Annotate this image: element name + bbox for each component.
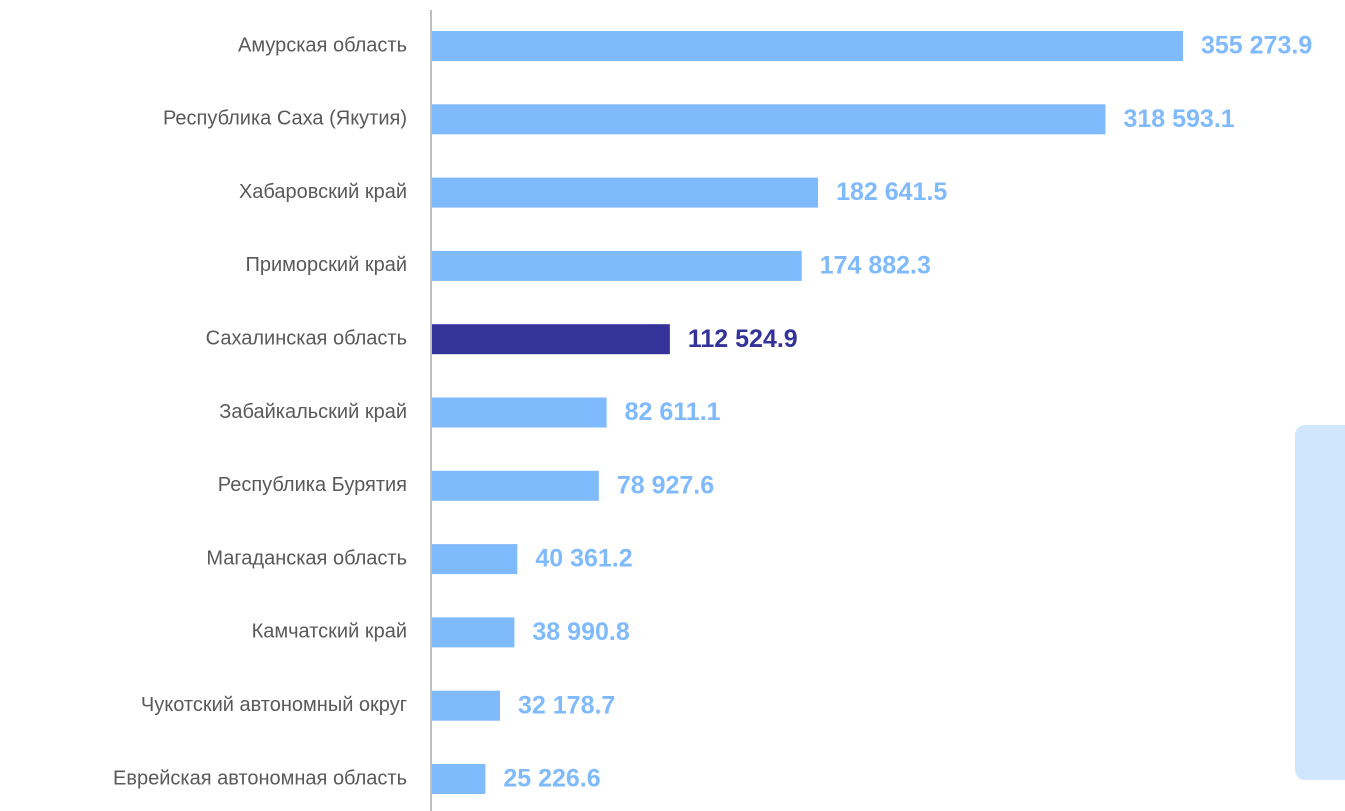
value-label: 38 990.8: [532, 618, 629, 646]
side-panel: [1295, 425, 1345, 780]
value-label: 318 593.1: [1123, 105, 1234, 133]
bar: [432, 617, 515, 648]
bar: [432, 397, 607, 428]
category-label: Сахалинская область: [206, 327, 407, 349]
value-label: 112 524.9: [688, 325, 798, 353]
category-label: Республика Саха (Якутия): [163, 108, 407, 130]
category-label: Амурская область: [238, 34, 407, 56]
category-label: Еврейская автономная область: [113, 767, 407, 789]
bar: [432, 544, 518, 575]
value-label: 182 641.5: [836, 178, 947, 206]
value-label: 32 178.7: [518, 691, 615, 719]
bar: [432, 690, 501, 721]
bar: [432, 470, 599, 501]
category-label: Хабаровский край: [239, 181, 407, 203]
category-label: Камчатский край: [252, 621, 407, 643]
bar: [432, 764, 486, 794]
value-label: 82 611.1: [625, 398, 721, 426]
bar: [432, 250, 802, 281]
value-label: 25 226.6: [503, 765, 600, 793]
value-label: 78 927.6: [617, 471, 714, 499]
category-label: Чукотский автономный округ: [141, 694, 407, 716]
value-label: 355 273.9: [1201, 32, 1312, 60]
category-label: Приморский край: [246, 254, 407, 276]
bar: [432, 177, 819, 208]
bar: [432, 104, 1106, 135]
category-label: Забайкальский край: [219, 401, 407, 423]
value-label: 174 882.3: [820, 252, 931, 280]
bar: [432, 324, 670, 355]
bar: [432, 31, 1183, 61]
category-label: Республика Бурятия: [218, 474, 407, 496]
value-label: 40 361.2: [535, 545, 632, 573]
category-label: Магаданская область: [206, 547, 407, 569]
